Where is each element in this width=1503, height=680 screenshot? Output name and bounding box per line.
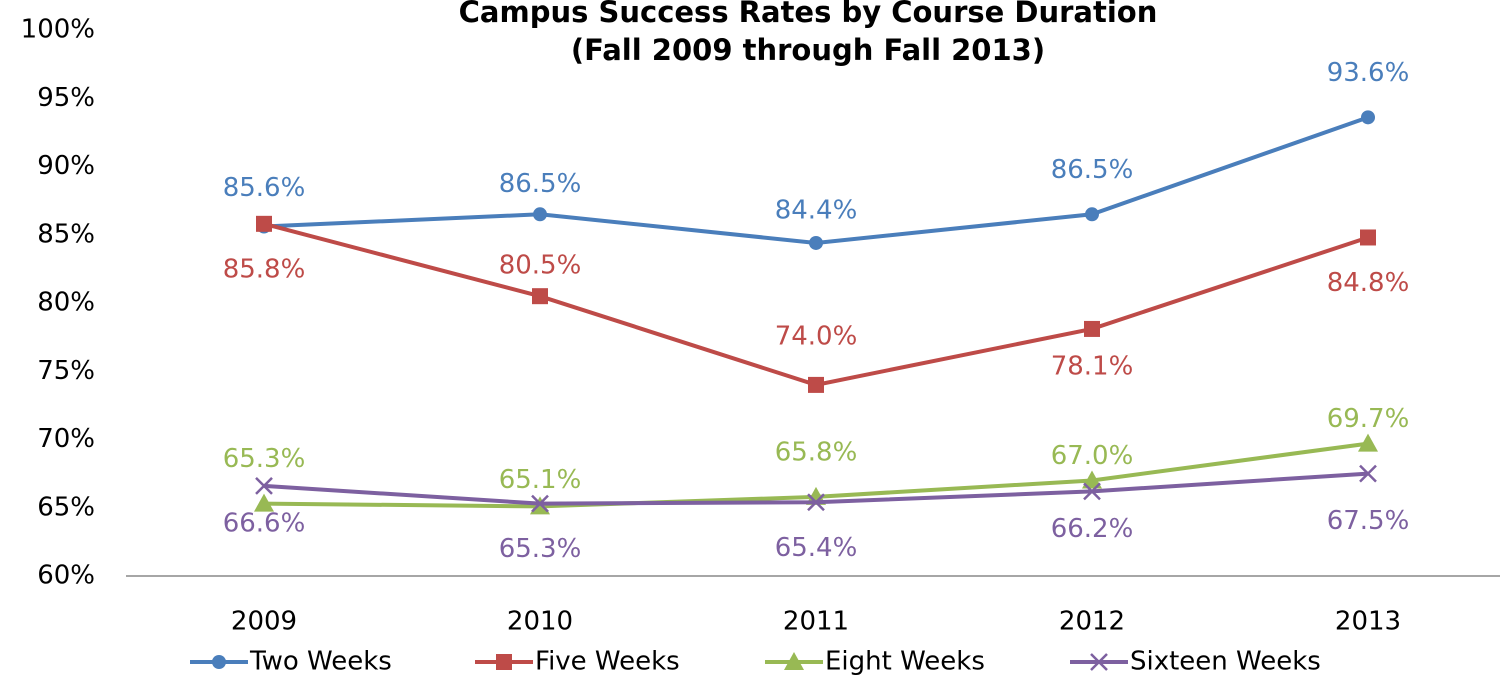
y-tick-label: 60% bbox=[37, 561, 95, 591]
marker bbox=[807, 493, 825, 512]
x-tick-label: 2009 bbox=[231, 607, 297, 637]
marker bbox=[1361, 110, 1375, 125]
x-tick-label: 2012 bbox=[1059, 607, 1125, 637]
data-label: 65.3% bbox=[499, 534, 582, 564]
x-tick-label: 2013 bbox=[1335, 607, 1401, 637]
data-label: 65.4% bbox=[775, 533, 858, 563]
data-label: 74.0% bbox=[775, 321, 858, 351]
data-label: 65.8% bbox=[775, 437, 858, 467]
marker bbox=[1085, 207, 1099, 222]
data-label: 85.8% bbox=[223, 254, 306, 284]
data-label: 84.4% bbox=[775, 195, 858, 225]
y-tick-label: 95% bbox=[37, 83, 95, 113]
data-label: 80.5% bbox=[499, 251, 582, 281]
y-tick-label: 100% bbox=[21, 15, 95, 45]
marker bbox=[532, 288, 548, 305]
legend-label: Sixteen Weeks bbox=[1130, 647, 1321, 677]
data-label: 65.3% bbox=[223, 444, 306, 474]
marker bbox=[809, 235, 823, 250]
marker bbox=[1090, 653, 1108, 671]
legend-label: Eight Weeks bbox=[825, 647, 985, 677]
legend-item: Two Weeks bbox=[190, 647, 392, 677]
data-label: 67.0% bbox=[1051, 441, 1134, 471]
chart-title: Campus Success Rates by Course Duration bbox=[459, 0, 1158, 29]
marker bbox=[1082, 470, 1102, 489]
data-label: 93.6% bbox=[1327, 58, 1410, 88]
y-tick-label: 65% bbox=[37, 492, 95, 522]
data-label: 86.5% bbox=[499, 169, 582, 199]
data-label: 66.2% bbox=[1051, 514, 1134, 544]
marker bbox=[1083, 482, 1101, 501]
y-tick-label: 75% bbox=[37, 356, 95, 386]
data-label: 69.7% bbox=[1327, 404, 1410, 434]
legend-label: Two Weeks bbox=[249, 647, 392, 677]
data-label: 66.6% bbox=[223, 508, 306, 538]
legend-item: Eight Weeks bbox=[765, 647, 985, 677]
legend-label: Five Weeks bbox=[535, 647, 680, 677]
data-label: 67.5% bbox=[1327, 506, 1410, 536]
data-label: 85.6% bbox=[223, 173, 306, 203]
data-label: 84.8% bbox=[1327, 268, 1410, 298]
y-tick-label: 90% bbox=[37, 151, 95, 181]
data-label: 65.1% bbox=[499, 465, 582, 495]
marker bbox=[531, 494, 549, 513]
marker bbox=[212, 655, 226, 669]
legend-item: Sixteen Weeks bbox=[1070, 647, 1321, 677]
chart-subtitle: (Fall 2009 through Fall 2013) bbox=[571, 33, 1045, 67]
y-tick-label: 70% bbox=[37, 424, 95, 454]
y-tick-label: 80% bbox=[37, 288, 95, 318]
marker bbox=[254, 493, 274, 512]
data-label: 86.5% bbox=[1051, 155, 1134, 185]
marker bbox=[808, 376, 824, 393]
marker bbox=[256, 215, 272, 232]
x-tick-label: 2011 bbox=[783, 607, 849, 637]
marker bbox=[1084, 320, 1100, 337]
marker bbox=[1359, 464, 1377, 483]
y-tick-label: 85% bbox=[37, 219, 95, 249]
marker bbox=[255, 477, 273, 495]
marker bbox=[1358, 433, 1378, 452]
x-tick-label: 2010 bbox=[507, 607, 573, 637]
marker bbox=[496, 654, 512, 670]
data-label: 78.1% bbox=[1051, 351, 1134, 381]
marker bbox=[784, 652, 804, 670]
legend-item: Five Weeks bbox=[475, 647, 680, 677]
marker bbox=[1360, 229, 1376, 246]
marker bbox=[533, 207, 547, 222]
